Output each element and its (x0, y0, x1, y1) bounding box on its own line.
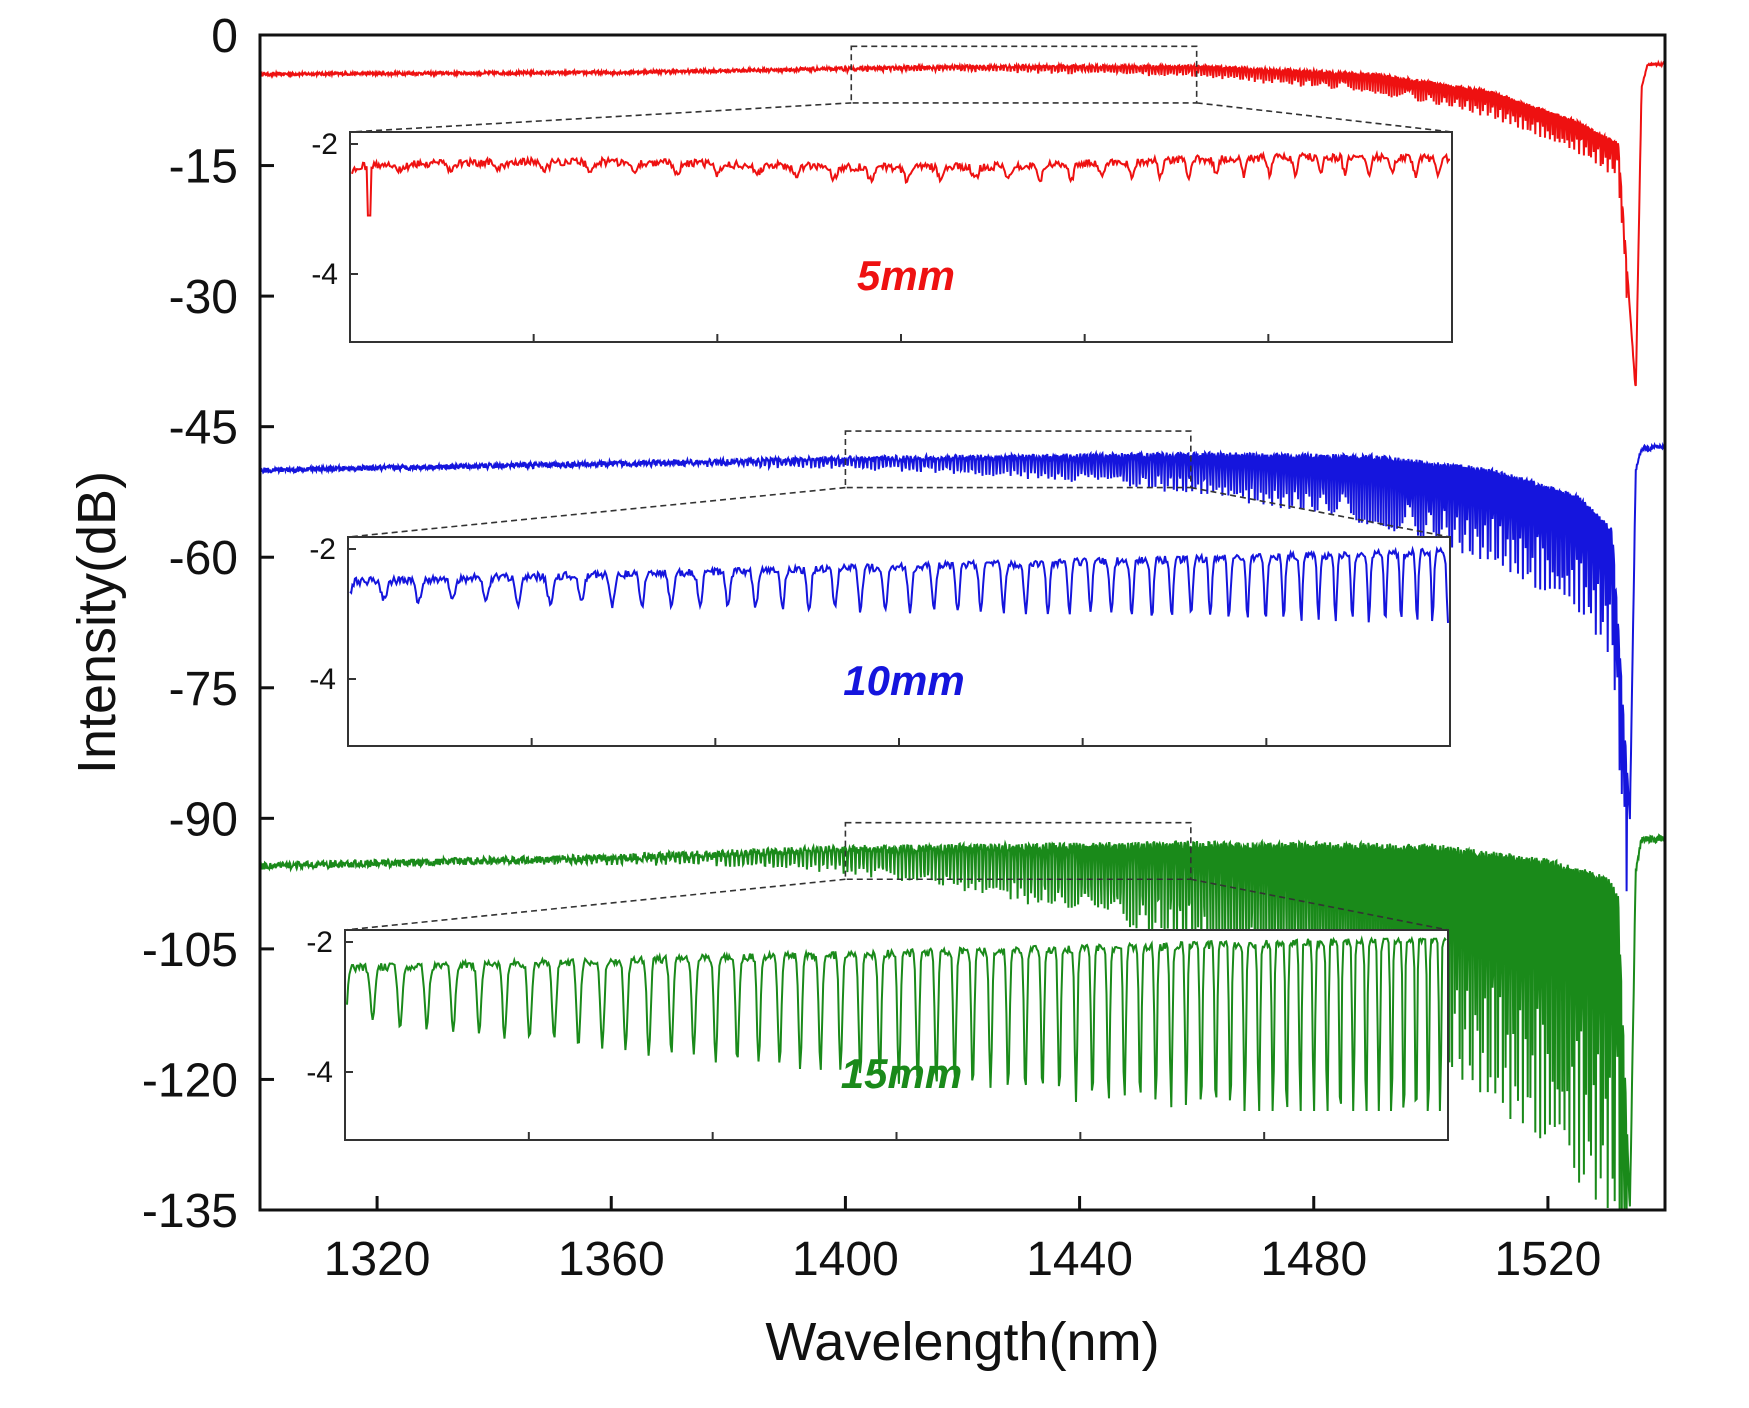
inset-series-line-5mm (351, 149, 1451, 217)
inset-label-5mm: 5mm (857, 252, 955, 299)
inset-ytick-label-10mm-1: -4 (309, 663, 336, 696)
y-tick-label: -15 (169, 141, 238, 194)
y-tick-label: -75 (169, 663, 238, 716)
inset-ytick-label-10mm-0: -2 (309, 533, 336, 566)
y-tick-label: -45 (169, 402, 238, 455)
zoom-connector-right-15mm (1190, 878, 1449, 931)
zoom-connector-left-15mm (344, 878, 846, 931)
x-axis-title: Wavelength(nm) (765, 1312, 1159, 1372)
y-tick-label: -30 (169, 271, 238, 324)
y-tick-label: -90 (169, 793, 238, 846)
x-tick-label: 1320 (324, 1233, 431, 1286)
y-tick-label: 0 (211, 10, 238, 63)
zoom-connector-right-10mm (1190, 486, 1451, 538)
zoom-layer (344, 45, 1453, 931)
inset-frame-10mm (347, 536, 1451, 747)
inset-label-15mm: 15mm (841, 1050, 962, 1097)
x-tick-label: 1400 (792, 1233, 899, 1286)
inset-series-line-10mm (349, 545, 1449, 623)
zoom-connector-left-10mm (347, 486, 846, 538)
y-tick-label: -120 (142, 1054, 238, 1107)
y-tick-label: -105 (142, 924, 238, 977)
inset-label-10mm: 10mm (843, 657, 964, 704)
axes-layer: 0 -15 -30 -45 -60 -75 -90 -105 -120 -135 1320 1360 1… (142, 10, 1667, 1286)
inset-ytick-label-5mm-0: -2 (311, 128, 338, 161)
series-line-5mm (259, 59, 1666, 387)
x-tick-label: 1520 (1495, 1233, 1602, 1286)
zoom-connector-right-5mm (1196, 102, 1453, 133)
inset-ytick-label-15mm-1: -4 (306, 1056, 333, 1089)
y-axis-title: Intensity(dB) (67, 471, 127, 774)
plot-frame (258, 33, 1667, 1212)
x-tick-label: 1480 (1260, 1233, 1367, 1286)
zoom-box-10mm (844, 430, 1192, 489)
series-line-10mm (259, 441, 1666, 892)
inset-series-line-15mm (346, 935, 1447, 1112)
inset-ytick-label-15mm-0: -2 (306, 926, 333, 959)
zoom-box-15mm (844, 821, 1192, 881)
zoom-connector-left-5mm (349, 102, 852, 133)
x-tick-label: 1360 (558, 1233, 665, 1286)
insets-layer: -2 -4 5mm -2 -4 10mm -2 -4 15mm (306, 128, 1453, 1141)
y-tick-label: -135 (142, 1185, 238, 1238)
inset-ytick-label-5mm-1: -4 (311, 258, 338, 291)
zoom-box-5mm (850, 45, 1198, 104)
x-tick-label: 1440 (1026, 1233, 1133, 1286)
y-tick-label: -60 (169, 532, 238, 585)
